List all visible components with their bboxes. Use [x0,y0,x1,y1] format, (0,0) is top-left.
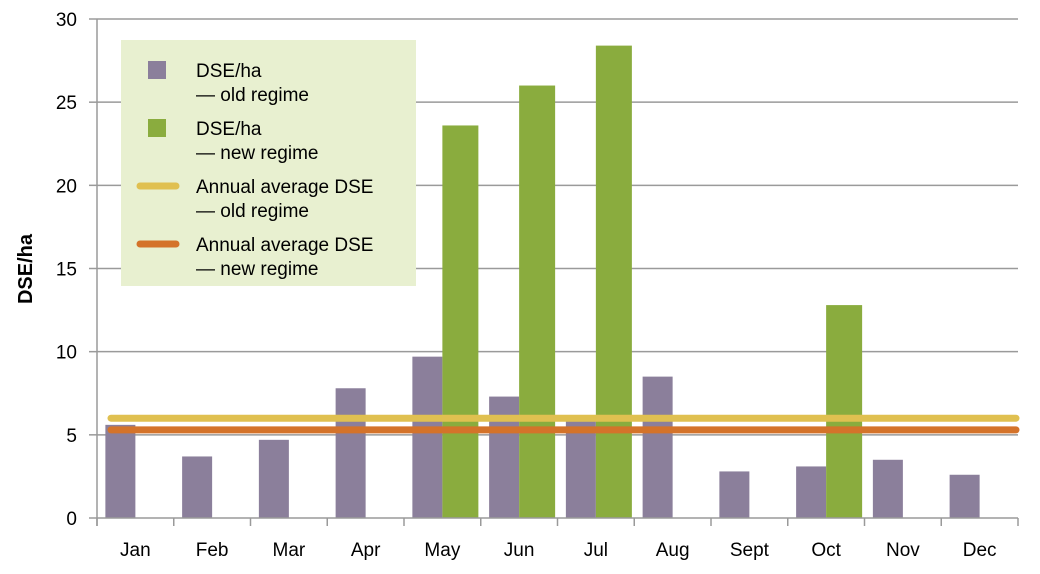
x-tick-label: Feb [196,540,229,561]
x-tick-label: Apr [351,540,381,561]
bar-old-regime [949,474,980,518]
bar-old-regime [335,388,366,518]
legend-label: Annual average DSE [196,177,373,198]
bar-old-regime [796,466,827,518]
x-tick-label: Dec [963,540,997,561]
y-tick-label: 0 [66,509,77,530]
x-tick-label: Oct [811,540,841,561]
average-lines [107,414,1020,434]
bar-old-regime [258,439,289,518]
legend-label: — old regime [196,201,309,222]
bar-new-regime [442,125,479,518]
bar-old-regime [642,376,673,518]
x-tick-label: May [424,540,460,561]
bar-new-regime [595,45,632,518]
axes: 0 5 10 15 20 25 30 Jan Feb Mar Apr May Jun Jul Aug Sept… [56,10,1019,561]
x-tick-label: Nov [886,540,920,561]
y-tick-label: 25 [56,93,77,114]
legend-swatch [148,119,166,137]
legend-swatch [148,61,166,79]
x-tick-label: Jun [504,540,535,561]
x-tick-label: Aug [656,540,690,561]
legend-label: — new regime [196,143,319,164]
legend-label: DSE/ha [196,119,262,140]
legend-label: — new regime [196,259,319,280]
x-tick-label: Sept [730,540,770,561]
x-tick-label: Jul [584,540,608,561]
bar-old-regime [719,471,750,518]
x-tick-label: Jan [120,540,151,561]
legend-label: DSE/ha [196,61,262,82]
legend-label: — old regime [196,85,309,106]
bars [105,45,980,519]
y-tick-label: 20 [56,176,77,197]
x-tick-label: Mar [273,540,306,561]
y-tick-label: 15 [56,260,77,281]
bar-old-regime [182,456,213,518]
bar-new-regime [826,305,863,518]
y-tick-label: 30 [56,10,77,31]
bar-new-regime [519,85,556,519]
y-tick-label: 5 [66,426,77,447]
bar-old-regime [105,424,136,518]
bar-old-regime [872,459,903,518]
bar-old-regime [565,421,596,518]
legend: DSE/ha — old regime DSE/ha — new regime Annu… [121,40,416,286]
bar-old-regime [412,356,443,518]
y-axis-label: DSE/ha [15,233,37,304]
y-tick-label: 10 [56,343,77,364]
legend-label: Annual average DSE [196,235,373,256]
